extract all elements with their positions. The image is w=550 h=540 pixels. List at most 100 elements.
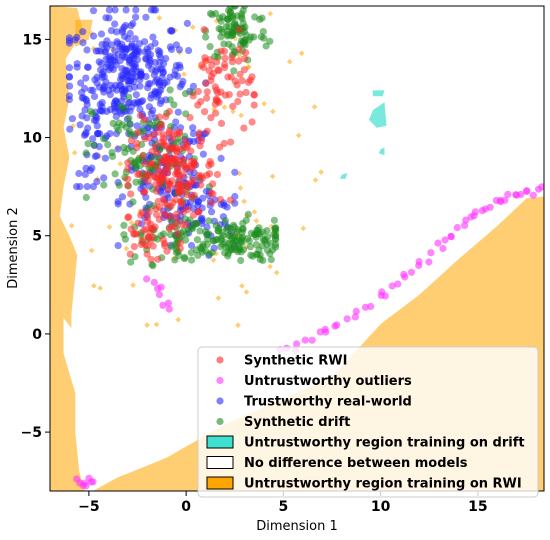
legend: Synthetic RWI Untrustworthy outliers Trust… (197, 346, 539, 498)
point-drift (229, 26, 237, 35)
point-real (149, 33, 157, 41)
point-real (96, 100, 104, 109)
point-real (133, 67, 141, 76)
point-drift (166, 231, 174, 239)
point-real (189, 130, 197, 138)
point-real (187, 241, 196, 250)
point-drift (125, 93, 133, 101)
point-drift (213, 235, 221, 244)
point-drift (104, 141, 112, 149)
point-drift (127, 258, 135, 266)
point-drift (231, 6, 239, 10)
point-rwi (240, 124, 248, 132)
rwi-region-speck (267, 263, 274, 270)
rwi-region-speck (238, 112, 245, 119)
point-real (73, 60, 81, 68)
point-real (83, 46, 91, 54)
point-real (66, 125, 74, 133)
point-rwi (217, 47, 225, 55)
point-outliers (351, 313, 359, 321)
point-rwi (130, 243, 138, 251)
point-rwi (165, 129, 173, 137)
point-real (111, 20, 119, 28)
point-real (148, 65, 156, 73)
point-real (116, 42, 124, 51)
point-real (118, 193, 127, 201)
point-drift (217, 33, 225, 41)
point-rwi (228, 58, 236, 66)
point-real (98, 40, 106, 49)
point-outliers (80, 479, 88, 487)
point-rwi (235, 45, 243, 54)
point-rwi (197, 181, 205, 189)
point-real (151, 39, 159, 47)
point-rwi (141, 135, 149, 143)
point-rwi (211, 83, 219, 91)
point-rwi (183, 190, 191, 199)
point-drift (256, 15, 264, 23)
point-rwi (190, 211, 198, 219)
point-real (80, 131, 89, 139)
point-real (101, 48, 109, 56)
legend-patch-region_none (206, 456, 234, 469)
legend-label: Synthetic drift (244, 415, 350, 430)
point-real (154, 47, 162, 55)
point-rwi (174, 180, 182, 188)
point-drift (120, 221, 128, 229)
point-outliers (378, 288, 386, 296)
point-drift (192, 220, 200, 228)
point-rwi (217, 119, 226, 127)
point-outliers (462, 216, 470, 224)
rwi-region-speck (123, 245, 130, 252)
point-drift (272, 243, 280, 251)
point-rwi (150, 131, 158, 139)
point-real (166, 27, 174, 35)
point-outliers (538, 183, 544, 191)
point-rwi (162, 113, 170, 121)
point-rwi (177, 187, 185, 195)
point-rwi (138, 236, 146, 244)
point-drift (82, 193, 90, 202)
rwi-region-rwi-left-strip (50, 6, 85, 491)
point-rwi (159, 134, 167, 142)
point-outliers (434, 239, 442, 247)
point-rwi (147, 255, 155, 263)
point-real (114, 200, 122, 208)
point-real (157, 97, 165, 105)
point-rwi (207, 114, 215, 122)
x-tick-label: 5 (279, 499, 289, 515)
point-drift (224, 30, 232, 39)
rwi-region-speck (253, 217, 260, 224)
point-real (185, 47, 193, 55)
point-drift (166, 86, 174, 94)
point-outliers (407, 268, 416, 276)
point-outliers (367, 302, 375, 311)
point-rwi (145, 208, 153, 216)
rwi-region-speck (181, 71, 187, 78)
point-rwi (209, 180, 217, 188)
point-real (102, 63, 110, 71)
point-rwi (235, 26, 243, 34)
point-drift (170, 101, 178, 109)
point-rwi (135, 170, 143, 178)
point-drift (221, 217, 229, 225)
point-drift (246, 243, 254, 251)
point-outliers (165, 305, 173, 313)
point-real (152, 88, 160, 97)
point-rwi (168, 160, 176, 168)
point-real (109, 65, 117, 74)
point-rwi (206, 158, 214, 166)
point-drift (120, 104, 128, 112)
point-real (94, 47, 103, 55)
rwi-region-speck (153, 321, 160, 328)
point-real (142, 13, 150, 21)
point-drift (256, 255, 264, 263)
drift-region (339, 172, 348, 179)
point-rwi (208, 199, 216, 207)
point-rwi (173, 210, 181, 218)
point-outliers (143, 275, 151, 283)
point-drift (82, 149, 90, 157)
point-real (126, 56, 134, 64)
legend-marker-drift (216, 417, 224, 426)
